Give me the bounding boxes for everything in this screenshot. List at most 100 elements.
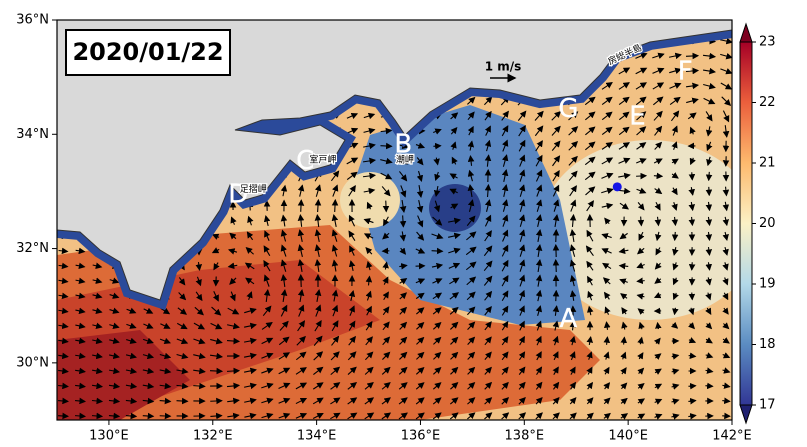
vector xyxy=(280,244,287,257)
vector xyxy=(519,244,526,257)
vector xyxy=(653,110,663,121)
vector xyxy=(720,82,732,90)
vector xyxy=(654,187,663,195)
vector xyxy=(619,232,628,240)
vector xyxy=(601,187,614,195)
vector xyxy=(637,216,645,227)
vector xyxy=(398,382,408,390)
vector xyxy=(586,200,594,212)
vector xyxy=(229,277,237,285)
vector xyxy=(415,247,426,254)
vector xyxy=(433,336,442,345)
vector xyxy=(331,244,339,257)
vector xyxy=(331,320,339,332)
vector xyxy=(295,412,308,419)
vector xyxy=(346,127,359,134)
region-label: D xyxy=(228,179,248,209)
vector xyxy=(568,126,579,136)
vector xyxy=(636,187,647,194)
vector xyxy=(177,307,188,315)
vector xyxy=(346,112,359,120)
vector xyxy=(519,169,526,182)
vector xyxy=(280,259,288,272)
vector xyxy=(653,158,663,165)
vector xyxy=(501,154,509,167)
vector xyxy=(229,291,236,302)
vector xyxy=(671,187,678,196)
vector xyxy=(502,139,509,152)
vector xyxy=(552,366,559,375)
vector xyxy=(380,157,393,165)
vector xyxy=(467,125,474,136)
vector xyxy=(348,335,356,346)
vector xyxy=(587,290,594,301)
vector xyxy=(618,142,630,150)
vector xyxy=(721,96,732,106)
vector xyxy=(125,412,138,420)
vector xyxy=(227,412,240,420)
vector xyxy=(466,291,476,301)
vector xyxy=(448,232,461,240)
vector xyxy=(501,320,509,331)
vector xyxy=(688,352,697,359)
vector xyxy=(348,260,356,271)
vector xyxy=(58,262,69,270)
x-tick-label: 142°E xyxy=(712,429,752,444)
vector xyxy=(501,351,509,361)
vector xyxy=(671,125,678,136)
vector xyxy=(467,140,475,151)
vector xyxy=(685,52,700,60)
vector xyxy=(484,381,493,390)
vector xyxy=(211,233,220,240)
vector xyxy=(585,186,596,196)
vector xyxy=(431,247,444,255)
vector xyxy=(449,306,459,315)
vector xyxy=(535,229,543,243)
vector xyxy=(58,247,69,255)
vector xyxy=(586,412,594,420)
vector xyxy=(534,110,544,121)
vector xyxy=(618,187,631,195)
vector xyxy=(569,320,577,331)
vector xyxy=(381,382,391,390)
x-tick-label: 132°E xyxy=(193,429,233,444)
vector xyxy=(382,321,390,331)
vector xyxy=(398,412,408,420)
vector xyxy=(230,216,237,225)
vector xyxy=(653,172,664,180)
vector xyxy=(535,274,543,287)
vector xyxy=(636,262,645,269)
y-tick-label: 36°N xyxy=(16,13,49,28)
vector xyxy=(346,157,359,165)
vector xyxy=(331,289,339,302)
vector xyxy=(483,275,493,286)
vector xyxy=(195,276,202,287)
vector xyxy=(125,397,138,405)
vector xyxy=(601,141,613,150)
region-label: E xyxy=(629,102,645,132)
vector xyxy=(569,244,577,257)
vector xyxy=(433,351,442,360)
vector xyxy=(226,337,241,345)
vector xyxy=(280,304,288,317)
vector xyxy=(109,292,120,299)
vector xyxy=(671,413,680,420)
date-box xyxy=(65,29,231,76)
vector xyxy=(501,397,510,405)
vector xyxy=(280,214,288,227)
vector xyxy=(75,352,86,360)
vector xyxy=(450,126,458,135)
vector xyxy=(449,173,458,180)
vector xyxy=(685,67,700,75)
vector xyxy=(451,156,458,165)
vector xyxy=(501,199,509,212)
vector xyxy=(637,336,644,345)
vector xyxy=(484,154,492,167)
region-label: C xyxy=(296,146,314,176)
vector xyxy=(569,335,576,346)
vector xyxy=(518,229,526,242)
vector xyxy=(280,273,288,288)
vector xyxy=(448,262,461,269)
vector xyxy=(159,337,171,345)
vector xyxy=(720,52,732,60)
